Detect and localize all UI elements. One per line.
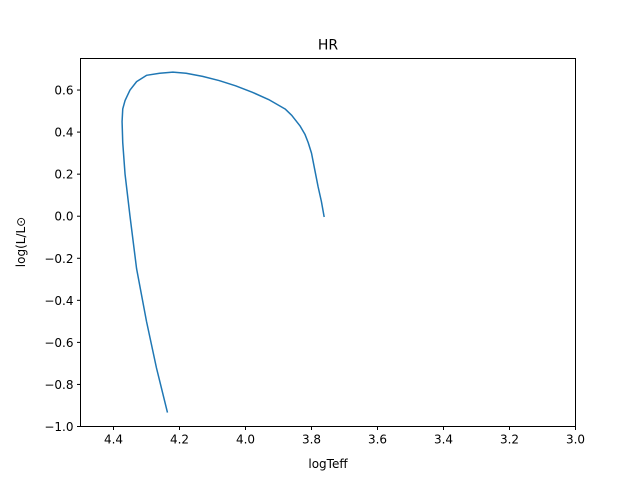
chart-title: HR — [318, 38, 339, 54]
x-tick-label: 3.8 — [302, 433, 321, 447]
y-tick-label: −0.6 — [44, 336, 73, 350]
y-tick-label: 0.0 — [54, 210, 73, 224]
x-tick-label: 4.0 — [236, 433, 255, 447]
plot-area — [80, 58, 576, 427]
y-tick-label: −0.8 — [44, 378, 73, 392]
x-tick-label: 3.0 — [566, 433, 585, 447]
series-line — [121, 71, 325, 413]
y-tick-label: 0.4 — [54, 126, 73, 140]
y-axis: −1.0 −0.8 −0.6 −0.4 −0.2 0.0 0.2 0.4 0.6 — [44, 84, 81, 434]
plot-frame — [80, 58, 576, 427]
y-tick-label: 0.2 — [54, 168, 73, 182]
x-tick-label: 3.2 — [500, 433, 519, 447]
x-tick-label: 4.4 — [104, 433, 123, 447]
y-tick-label: −0.4 — [44, 294, 73, 308]
y-tick-label: −0.2 — [44, 252, 73, 266]
x-axis-label: logTeff — [308, 457, 348, 471]
y-axis-label: log(L/L⊙ — [14, 217, 28, 267]
y-tick-label: −1.0 — [44, 420, 73, 434]
y-tick-label: 0.6 — [54, 84, 73, 98]
x-tick-label: 3.4 — [434, 433, 453, 447]
x-tick-label: 3.6 — [368, 433, 387, 447]
x-axis: 4.4 4.2 4.0 3.8 3.6 3.4 3.2 3.0 — [104, 426, 585, 447]
x-tick-label: 4.2 — [170, 433, 189, 447]
